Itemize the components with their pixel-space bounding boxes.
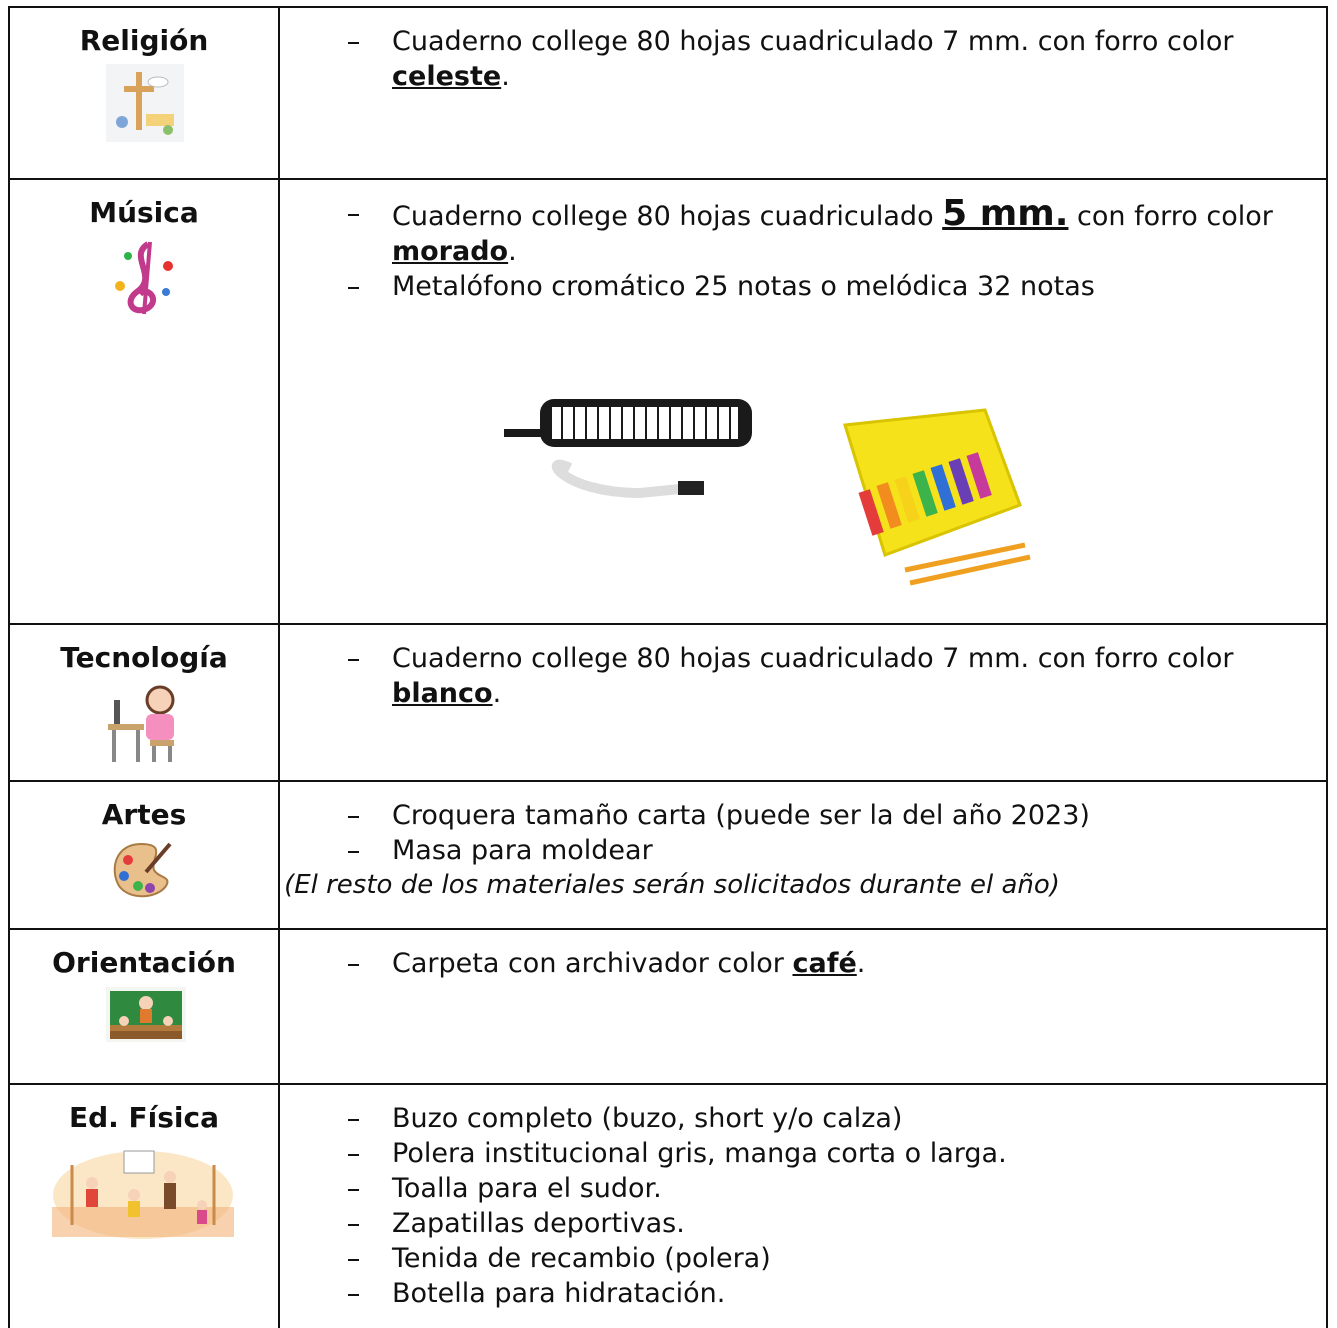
emphasis-text: blanco xyxy=(392,678,493,709)
item-text: Zapatillas deportivas. xyxy=(392,1208,685,1239)
item-text: Polera institucional gris, manga corta o… xyxy=(392,1138,1007,1169)
bullet-dash xyxy=(348,851,359,853)
bullet-dash xyxy=(348,1294,359,1296)
item-text: Cuaderno college 80 hojas cuadriculado xyxy=(392,201,943,232)
emphasis-text: café xyxy=(792,948,857,979)
list-item: Cuaderno college 80 hojas cuadriculado 5… xyxy=(310,196,1316,269)
table-row: Tecnología Cuaderno college 80 hojas cuad… xyxy=(8,623,1328,782)
list-item: Zapatillas deportivas. xyxy=(310,1206,1316,1241)
item-text: Toalla para el sudor. xyxy=(392,1173,662,1204)
table-row: Religión Cuaderno college 80 hojas cuadri… xyxy=(8,6,1328,180)
item-text: Cuaderno college 80 hojas cuadriculado 7… xyxy=(392,26,1234,57)
item-text: con forro color xyxy=(1068,201,1273,232)
emphasis-text: morado xyxy=(392,236,509,267)
subject: Artes xyxy=(10,782,280,928)
bullet-dash xyxy=(348,1259,359,1261)
list-item: Metalófono cromático 25 notas o melódica… xyxy=(310,269,1316,304)
item-list: Cuaderno college 80 hojas cuadriculado 5… xyxy=(310,196,1316,304)
item-text: . xyxy=(856,948,866,979)
technology-icon xyxy=(108,685,175,762)
pe-icon xyxy=(52,1150,234,1239)
table-row: Orientación Carpeta con archivador color … xyxy=(8,928,1328,1085)
bullet-dash xyxy=(348,659,359,661)
item-text: Croquera tamaño carta (puede ser la del … xyxy=(392,800,1090,831)
subject: Orientación xyxy=(10,930,280,1083)
subject: Música xyxy=(10,180,280,623)
list-item: Polera institucional gris, manga corta o… xyxy=(310,1136,1316,1171)
list-item: Croquera tamaño carta (puede ser la del … xyxy=(310,798,1316,833)
item-text: . xyxy=(508,236,517,267)
item-text: Masa para moldear xyxy=(392,835,653,866)
item-text: Tenida de recambio (polera) xyxy=(392,1243,771,1274)
list-item: Masa para moldear xyxy=(310,833,1316,868)
list-item: Cuaderno college 80 hojas cuadriculado 7… xyxy=(310,24,1316,94)
bullet-dash xyxy=(348,1224,359,1226)
item-text: Botella para hidratación. xyxy=(392,1278,726,1309)
item-text: Carpeta con archivador color xyxy=(392,948,793,979)
music-icon xyxy=(115,241,173,315)
bullet-dash xyxy=(348,42,359,44)
orientation-icon xyxy=(106,987,186,1042)
bullet-dash xyxy=(348,816,359,818)
list-item: Cuaderno college 80 hojas cuadriculado 7… xyxy=(310,641,1316,711)
item-text: Cuaderno college 80 hojas cuadriculado 7… xyxy=(392,643,1234,674)
bullet-dash xyxy=(348,1154,359,1156)
item-text: Metalófono cromático 25 notas o melódica… xyxy=(392,271,1095,302)
item-text: . xyxy=(492,678,502,709)
item-text: Buzo completo (buzo, short y/o calza) xyxy=(392,1103,903,1134)
list-item: Carpeta con archivador color café. xyxy=(310,946,1316,981)
table-row: Artes Croquera tamaño carta (puede ser la… xyxy=(8,780,1328,930)
bullet-dash xyxy=(348,964,359,966)
emphasis-text: 5 mm. xyxy=(942,193,1069,234)
subject: Tecnología xyxy=(10,625,280,780)
item-list: Cuaderno college 80 hojas cuadriculado 7… xyxy=(310,24,1316,94)
list-item: Toalla para el sudor. xyxy=(310,1171,1316,1206)
table-row: Música Cuaderno college 80 hojas cuadricu… xyxy=(8,178,1328,625)
bullet-dash xyxy=(348,287,359,289)
xylophone-image xyxy=(843,408,1031,586)
religion-icon xyxy=(106,64,184,142)
bullet-dash xyxy=(348,1189,359,1191)
note-text: (El resto de los materiales serán solici… xyxy=(284,870,1060,900)
item-list: Buzo completo (buzo, short y/o calza) Pol… xyxy=(310,1101,1316,1311)
item-list: Cuaderno college 80 hojas cuadriculado 7… xyxy=(310,641,1316,711)
table-row: Ed. Física Buzo completo (buzo, short y/o… xyxy=(8,1083,1328,1328)
arts-icon xyxy=(113,842,172,898)
item-text: . xyxy=(501,61,510,92)
list-item: Tenida de recambio (polera) xyxy=(310,1241,1316,1276)
list-item: Botella para hidratación. xyxy=(310,1276,1316,1311)
subject: Ed. Física xyxy=(10,1085,280,1328)
emphasis-text: celeste xyxy=(392,61,502,92)
list-item: Buzo completo (buzo, short y/o calza) xyxy=(310,1101,1316,1136)
bullet-dash xyxy=(348,1119,359,1121)
melodica-image xyxy=(504,399,752,499)
subject: Religión xyxy=(10,8,280,178)
item-list: Carpeta con archivador color café. xyxy=(310,946,1316,981)
item-list: Croquera tamaño carta (puede ser la del … xyxy=(284,798,1316,903)
bullet-dash xyxy=(348,214,359,216)
